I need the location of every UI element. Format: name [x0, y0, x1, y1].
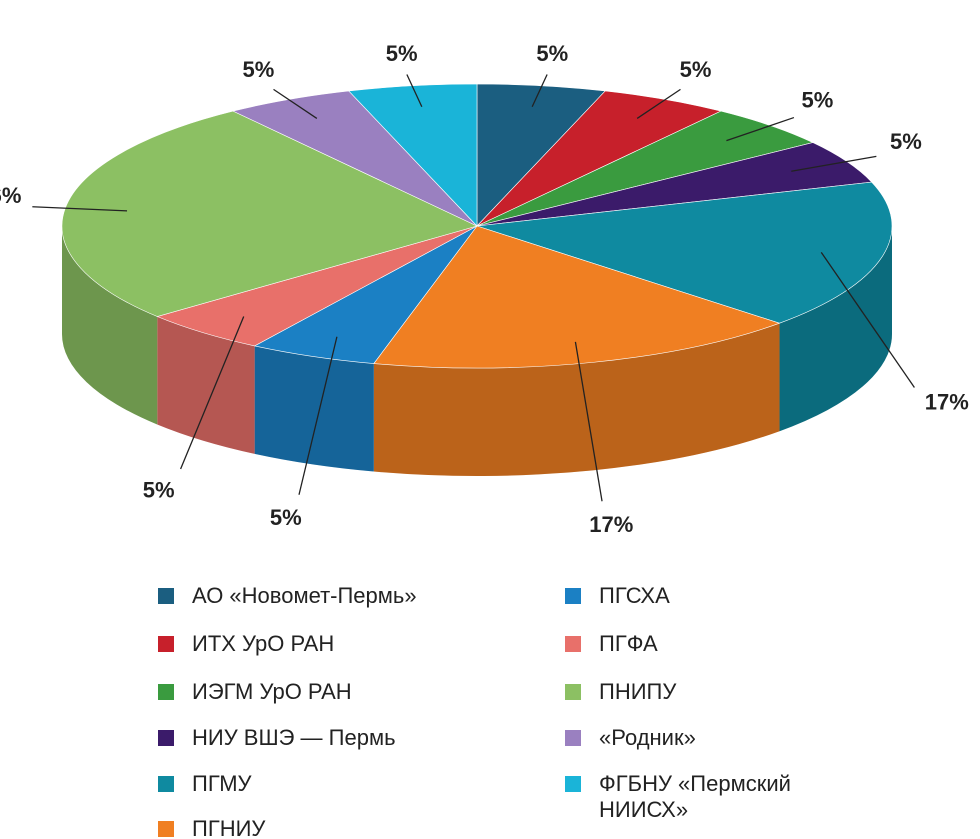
legend-swatch — [158, 730, 174, 746]
legend-swatch — [158, 821, 174, 837]
legend-label: ПГСХА — [599, 583, 670, 608]
leader-line — [298, 336, 338, 495]
slice-side — [254, 345, 374, 472]
slice-side — [373, 323, 780, 477]
legend-item: НИУ ВШЭ — Пермь — [158, 725, 438, 751]
legend-item: ПГСХА — [565, 583, 845, 609]
leader-line — [179, 316, 245, 470]
legend-item: ПГМУ — [158, 771, 438, 797]
percent-label: 17% — [925, 390, 969, 415]
legend-item: ИЭГМ УрО РАН — [158, 679, 438, 705]
chart: 5% 5% 5% 5% 17% 17% 5% 5% 26% 5% 5% — [0, 41, 969, 537]
legend-swatch — [158, 684, 174, 700]
slice-side — [779, 226, 892, 432]
legend-swatch — [158, 776, 174, 792]
percent-label: 5% — [243, 57, 275, 82]
legend-item: ПГНИУ — [158, 816, 438, 839]
legend-label: ИТХ УрО РАН — [192, 631, 335, 656]
leader-line — [531, 74, 548, 108]
percent-label: 5% — [890, 129, 922, 154]
percent-label: 5% — [802, 87, 834, 112]
legend-swatch — [565, 684, 581, 700]
legend-label: ПГФА — [599, 631, 658, 656]
legend-label: ФГБНУ «Пермский НИИСХ» — [599, 771, 791, 822]
legend-item: ПНИПУ — [565, 679, 845, 705]
leader-line — [636, 88, 681, 119]
leader-line — [820, 251, 915, 388]
percent-label: 5% — [386, 41, 418, 66]
leader-line — [32, 206, 128, 212]
legend-item: ПГФА — [565, 631, 845, 657]
percent-label: 5% — [143, 477, 175, 502]
leader-line — [791, 155, 877, 172]
leader-line — [406, 74, 423, 108]
legend-swatch — [158, 636, 174, 652]
side-shade — [779, 226, 892, 432]
legend-label: АО «Новомет-Пермь» — [192, 583, 417, 608]
legend-label: ИЭГМ УрО РАН — [192, 679, 352, 704]
percent-label: 5% — [536, 41, 568, 66]
side-shade — [254, 345, 374, 472]
legend-swatch — [565, 730, 581, 746]
side-shade — [373, 323, 780, 477]
side-shade — [62, 226, 158, 425]
legend-swatch — [565, 588, 581, 604]
legend-item: «Родник» — [565, 725, 845, 751]
legend-label: ПНИПУ — [599, 679, 677, 704]
side-shade — [157, 316, 255, 454]
slice-side — [62, 226, 158, 425]
legend-label: ПГНИУ — [192, 816, 266, 839]
legend-swatch — [565, 636, 581, 652]
legend-item: ФГБНУ «Пермский НИИСХ» — [565, 771, 845, 823]
leader-line — [574, 341, 603, 502]
slice — [373, 225, 781, 369]
legend-label: НИУ ВШЭ — Пермь — [192, 725, 396, 750]
legend-item: АО «Новомет-Пермь» — [158, 583, 438, 609]
legend-label: «Родник» — [599, 725, 696, 750]
legend-swatch — [158, 588, 174, 604]
leader-line — [273, 88, 318, 119]
slice-side — [157, 316, 255, 454]
leader-line — [726, 116, 795, 142]
percent-label: 26% — [0, 183, 21, 208]
percent-label: 5% — [270, 505, 302, 530]
percent-label: 5% — [680, 57, 712, 82]
slice — [476, 181, 893, 324]
legend-item: ИТХ УрО РАН — [158, 631, 438, 657]
legend-swatch — [565, 776, 581, 792]
legend-label: ПГМУ — [192, 771, 252, 796]
percent-label: 17% — [589, 512, 633, 537]
